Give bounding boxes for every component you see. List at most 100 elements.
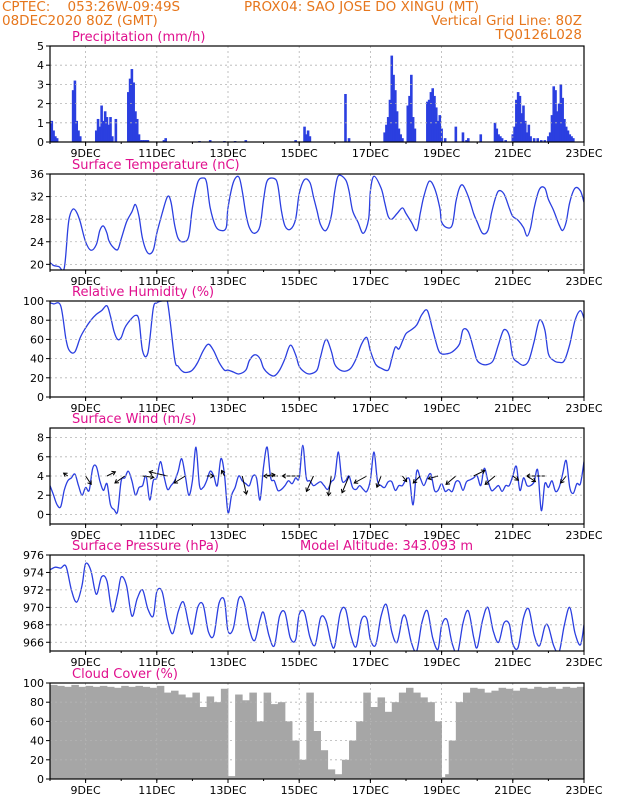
cloud-bar (213, 702, 222, 779)
precip-bar (50, 120, 54, 142)
cloud-bar (192, 692, 200, 779)
cloud-bar (256, 721, 264, 779)
precip-bar (78, 136, 82, 142)
cloud-bar (313, 731, 321, 779)
wind-panel: 0 2 4 6 8 9DEC 11DEC 13DEC 15DEC 17DEC 19DEC 21DEC 2… (37, 412, 603, 542)
cloud-xtick-label: 21DEC (494, 784, 531, 797)
precip-bar (518, 95, 522, 142)
temp-xtick-label: 11DEC (138, 275, 175, 288)
precip-panel: 0 1 2 3 4 5 9DEC 11DEC 13DEC 15DEC 17DEC 19DEC 21DEC… (37, 30, 603, 160)
cloud-bar (455, 702, 464, 779)
pres-ytick-label: 976 (23, 549, 44, 562)
precip-bar (433, 95, 436, 142)
rh-xtick-label: 13DEC (209, 402, 246, 415)
cloud-bar (527, 688, 535, 779)
cloud-bar (284, 721, 293, 779)
temp-xtick-label: 19DEC (423, 275, 460, 288)
precip-bar (386, 117, 390, 142)
cloud-xtick-label: 15DEC (281, 784, 318, 797)
precip-ytick-label: 3 (37, 78, 44, 91)
precip-bar (511, 134, 515, 142)
precip-bar (461, 132, 465, 142)
precip-bar (515, 99, 518, 142)
temp-ytick-label: 28 (30, 213, 44, 226)
precip-bar (132, 82, 135, 142)
precip-bar (500, 138, 504, 142)
cloud-title: Cloud Cover (%) (72, 667, 178, 682)
precip-bar (539, 140, 543, 142)
cloud-ytick-label: 40 (30, 735, 44, 748)
wind-xtick-label: 21DEC (494, 529, 531, 542)
pres-xtick-label: 19DEC (423, 656, 460, 669)
rh-ytick-label: 20 (30, 372, 44, 385)
cloud-bar (505, 688, 514, 779)
chart-header: CPTEC: 053:26W-09:49S PROX04: SAO JOSE D… (0, 0, 618, 46)
cloud-bar (576, 686, 584, 779)
precip-bar (438, 115, 442, 142)
header-station-name: PROX04: SAO JOSE DO XINGU (MT) (244, 0, 479, 15)
precip-bar (395, 111, 399, 142)
wind-data (50, 444, 584, 515)
precip-bar (137, 134, 141, 142)
wind-vector (340, 475, 350, 494)
cloud-xtick-label: 9DEC (71, 784, 101, 797)
cloud-bar (142, 686, 151, 779)
precip-bar (73, 80, 77, 142)
wind-ytick-label: 2 (37, 489, 44, 502)
precip-bar (130, 69, 134, 142)
precip-bar (397, 128, 401, 142)
wind-xtick-label: 9DEC (71, 529, 101, 542)
cloud-frame (49, 682, 585, 780)
wind-xtick-label: 13DEC (209, 529, 246, 542)
precip-bar (429, 92, 433, 142)
wind-vector (512, 475, 520, 481)
pres-ytick-label: 968 (23, 619, 44, 632)
temp-ytick-label: 20 (30, 258, 44, 271)
wind-vector (62, 472, 69, 478)
temp-xtick-label: 13DEC (209, 275, 246, 288)
precip-xtick-label: 13DEC (209, 147, 246, 160)
precip-bar (536, 138, 540, 142)
precip-bar (557, 103, 561, 142)
rh-data (50, 301, 584, 377)
pres-ytick-label: 966 (23, 636, 44, 649)
pres-xtick-label: 11DEC (138, 656, 175, 669)
wind-vector (220, 469, 226, 477)
wind-xtick-label: 15DEC (281, 529, 318, 542)
precip-bar (107, 124, 111, 142)
precip-bar (77, 130, 80, 142)
precip-bar (105, 117, 109, 142)
wind-vector (148, 469, 168, 477)
precip-bar (554, 90, 557, 142)
cloud-bar (78, 686, 86, 779)
pres-xtick-label: 15DEC (281, 656, 318, 669)
cloud-bar (420, 697, 428, 779)
precip-bar (561, 97, 564, 142)
rh-title: Relative Humidity (%) (72, 285, 214, 300)
pres-panel: 966 968 970 972 974 976 9DEC 11DEC 13DEC 15DEC 17D… (23, 539, 603, 669)
precip-bar (394, 90, 397, 142)
rh-ytick-label: 100 (23, 295, 44, 308)
precip-bar (102, 120, 105, 142)
precip-bar (71, 90, 75, 142)
header-run-date: 08DEC2020 80Z (GMT) (2, 13, 158, 29)
temp-xtick-label: 9DEC (71, 275, 101, 288)
cloud-ytick-label: 100 (23, 677, 44, 690)
cloud-xtick-label: 19DEC (423, 784, 460, 797)
cloud-xtick-label: 17DEC (352, 784, 389, 797)
cloud-bar (445, 774, 450, 779)
pres-title: Surface Pressure (hPa) (72, 539, 219, 554)
pres-series-line (50, 562, 584, 651)
precip-bar (564, 126, 568, 142)
precip-ytick-label: 5 (37, 40, 44, 53)
precip-title: Precipitation (mm/h) (72, 30, 205, 45)
precip-bar (550, 115, 554, 142)
precip-bar (406, 105, 410, 142)
rh-xtick-label: 21DEC (494, 402, 531, 415)
cloud-bar (156, 685, 165, 779)
cloud-bar (470, 687, 478, 779)
cloud-bar (384, 711, 393, 779)
precip-bar (383, 132, 386, 142)
temp-panel: 20 24 28 32 36 9DEC 11DEC 13DEC 15DEC 17DEC 19DEC 2… (30, 158, 603, 288)
precip-bar (305, 134, 308, 142)
